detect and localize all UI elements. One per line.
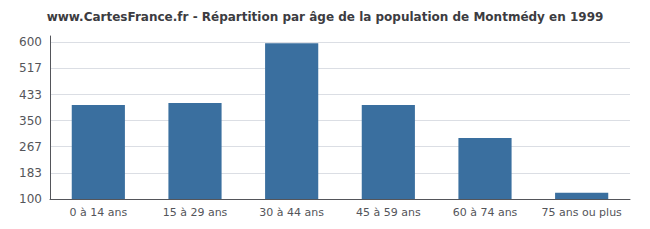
svg-text:60 à 74 ans: 60 à 74 ans bbox=[453, 206, 518, 219]
svg-text:183: 183 bbox=[19, 166, 42, 180]
svg-text:www.CartesFrance.fr - Répartit: www.CartesFrance.fr - Répartition par âg… bbox=[47, 10, 604, 24]
svg-text:100: 100 bbox=[19, 192, 42, 206]
svg-text:15 à 29 ans: 15 à 29 ans bbox=[163, 206, 228, 219]
svg-text:433: 433 bbox=[19, 88, 42, 102]
svg-text:600: 600 bbox=[19, 35, 42, 49]
svg-text:30 à 44 ans: 30 à 44 ans bbox=[259, 206, 324, 219]
svg-text:517: 517 bbox=[19, 61, 42, 75]
svg-text:75 ans ou plus: 75 ans ou plus bbox=[541, 206, 622, 219]
svg-text:45 à 59 ans: 45 à 59 ans bbox=[356, 206, 421, 219]
svg-text:350: 350 bbox=[19, 114, 42, 128]
svg-text:0 à 14 ans: 0 à 14 ans bbox=[69, 206, 127, 219]
svg-text:267: 267 bbox=[19, 140, 42, 154]
